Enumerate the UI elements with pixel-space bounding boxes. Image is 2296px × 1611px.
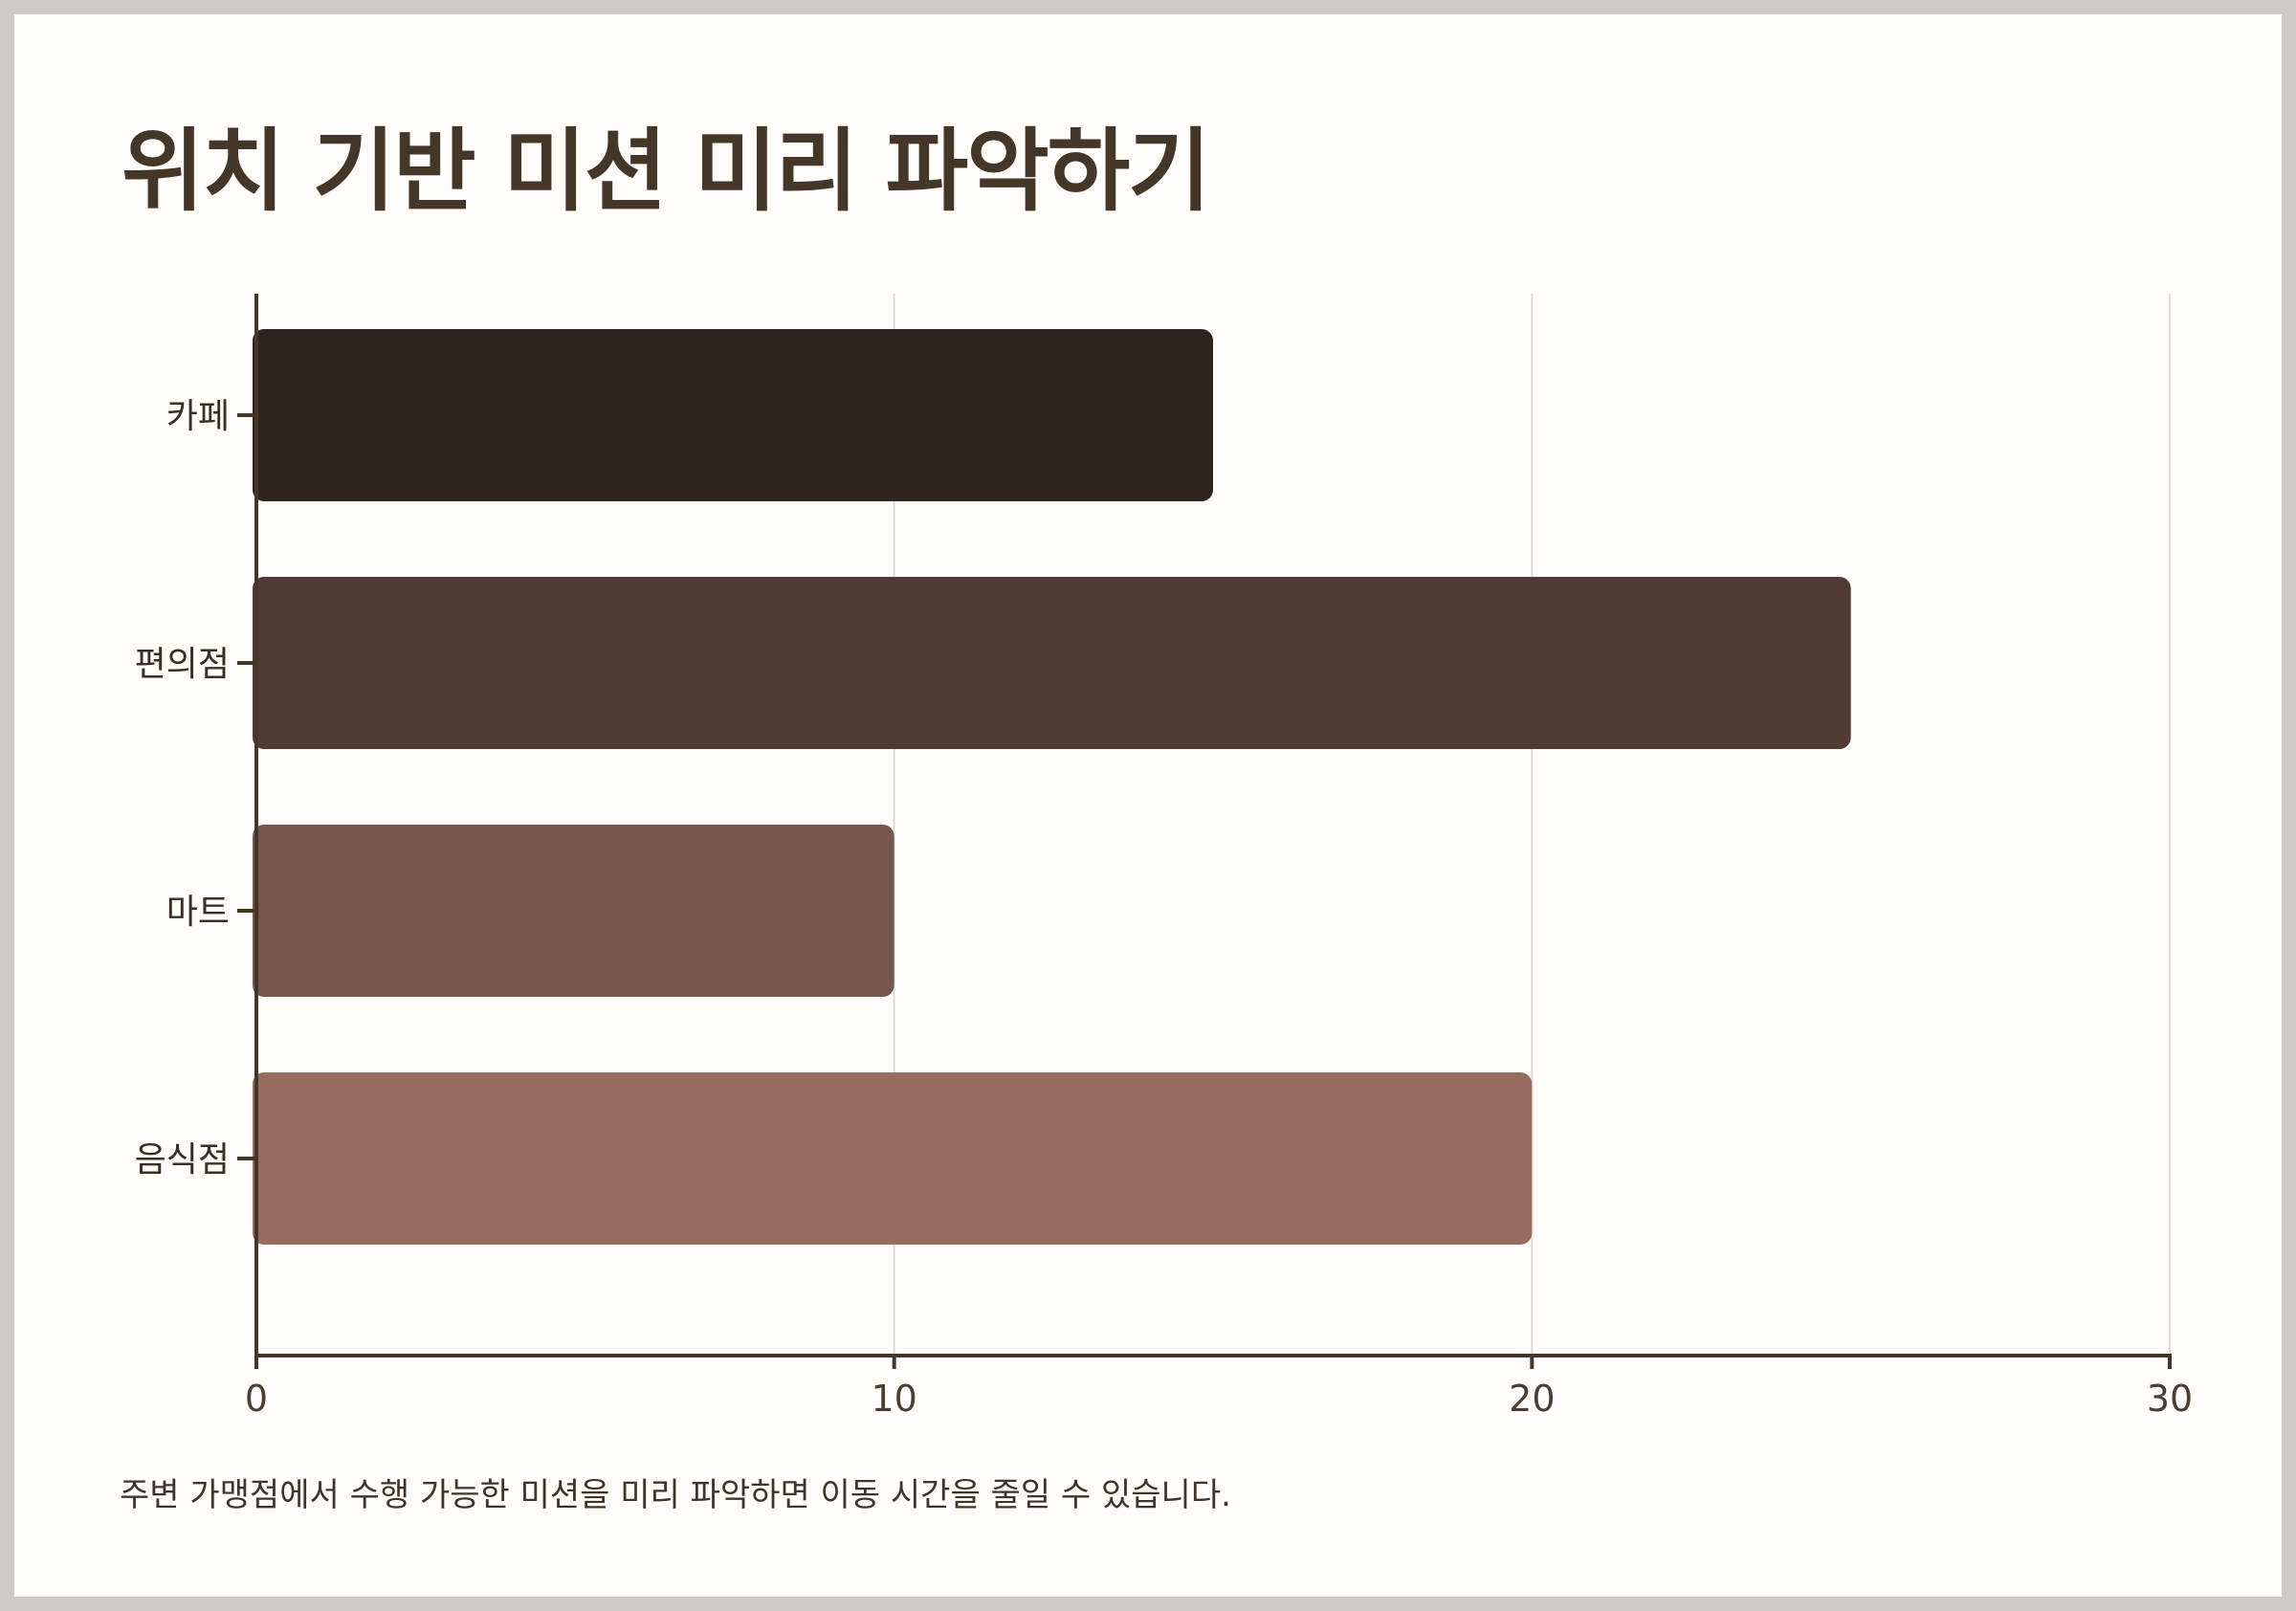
x-tick-label: 0 — [245, 1378, 268, 1420]
axes — [237, 294, 2172, 1369]
x-tick-label: 10 — [871, 1378, 916, 1420]
bar-2 — [253, 577, 1851, 749]
category-label: 음식점 — [135, 1140, 230, 1180]
bar-3 — [253, 825, 894, 997]
bars — [253, 329, 1851, 1245]
bar-4 — [253, 1072, 1533, 1245]
chart-caption: 주변 가맹점에서 수행 가능한 미션을 미리 파악하면 이동 시간을 줄일 수 … — [120, 1476, 1231, 1514]
category-label: 편의점 — [135, 645, 230, 684]
x-tick-label: 30 — [2147, 1378, 2193, 1420]
bar-1 — [253, 329, 1213, 501]
x-tick-label: 20 — [1509, 1378, 1555, 1420]
chart-title: 위치 기반 미션 미리 파악하기 — [121, 120, 1211, 224]
category-label: 마트 — [166, 893, 230, 932]
category-label: 카페 — [166, 397, 230, 436]
